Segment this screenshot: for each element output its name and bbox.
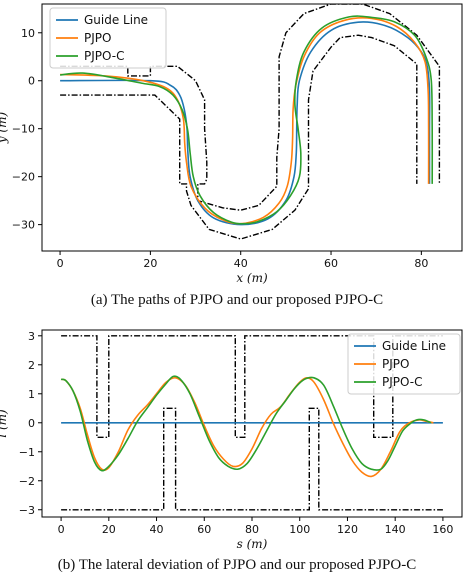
y-tick-label: −30: [12, 219, 35, 232]
x-tick-label: 60: [324, 257, 338, 270]
legend-entry: PJPO-C: [84, 49, 125, 63]
series-group: [60, 375, 443, 478]
legend-box: [347, 333, 461, 395]
series-line-pjpo: [60, 376, 434, 478]
series-line-pjpo-c: [60, 15, 434, 225]
x-tick-label: 40: [150, 523, 164, 536]
y-tick-label: 2: [28, 359, 35, 372]
y-tick-label: −10: [12, 123, 35, 136]
y-tick-label: −1: [19, 446, 35, 459]
x-tick-label: 60: [197, 523, 211, 536]
y-tick-label: 3: [28, 330, 35, 343]
caption-a: (a) The paths of PJPO and our proposed P…: [90, 292, 384, 308]
x-tick-label: 20: [102, 523, 116, 536]
y-tick-label: 0: [28, 75, 35, 88]
y-tick-label: −3: [19, 504, 35, 517]
x-tick-label: 20: [143, 257, 157, 270]
legend-entry: PJPO-C: [382, 375, 423, 389]
x-tick-label: 0: [58, 523, 65, 536]
x-tick-label: 100: [289, 523, 310, 536]
chart-lateral-deviation: 0 20 40 60 80 100 120 140 160 −3 −2 −1 0 1 2 3 s (m) l (m…: [0, 329, 463, 551]
bound-line-2: [60, 34, 418, 240]
legend: Guide Line PJPO PJPO-C: [347, 333, 461, 395]
y-tick-label: 1: [28, 388, 35, 401]
bounds: [61, 335, 443, 511]
caption-b: (b) The lateral deviation of PJPO and ou…: [57, 557, 417, 573]
x-axis-label: s (m): [237, 537, 268, 551]
y-axis-label: l (m): [0, 409, 9, 438]
legend-entry: PJPO: [382, 357, 409, 371]
bounds: [60, 4, 441, 240]
legend: Guide Line PJPO PJPO-C: [49, 7, 167, 69]
x-tick-label: 120: [337, 523, 358, 536]
x-tick-label: 160: [432, 523, 453, 536]
legend-box: [49, 7, 167, 69]
legend-entry: PJPO: [84, 31, 111, 45]
legend-entry: Guide Line: [84, 13, 148, 27]
bound-line-1: [61, 335, 443, 438]
x-tick-label: 0: [57, 257, 64, 270]
series-line-pjpo-c: [60, 375, 432, 472]
y-tick-label: 0: [28, 417, 35, 430]
x-tick-label: 80: [245, 523, 259, 536]
y-tick-label: 10: [21, 27, 35, 40]
chart-paths: 0 20 40 60 80 −30 −20 −10 0 10 x (m) y (m) Guide Lin…: [0, 3, 463, 285]
y-axis-label: y (m): [0, 112, 9, 145]
plot-frame: [41, 3, 463, 252]
series-group: [60, 15, 434, 226]
bound-line-2: [61, 407, 443, 511]
y-tick-label: −2: [19, 475, 35, 488]
x-axis-label: x (m): [236, 271, 268, 285]
y-tick-label: −20: [12, 171, 35, 184]
bound-line-1: [60, 4, 441, 211]
x-tick-label: 40: [234, 257, 248, 270]
legend-entry: Guide Line: [382, 339, 446, 353]
series-line-pjpo: [60, 17, 430, 225]
x-tick-label: 140: [385, 523, 406, 536]
x-tick-label: 80: [414, 257, 428, 270]
